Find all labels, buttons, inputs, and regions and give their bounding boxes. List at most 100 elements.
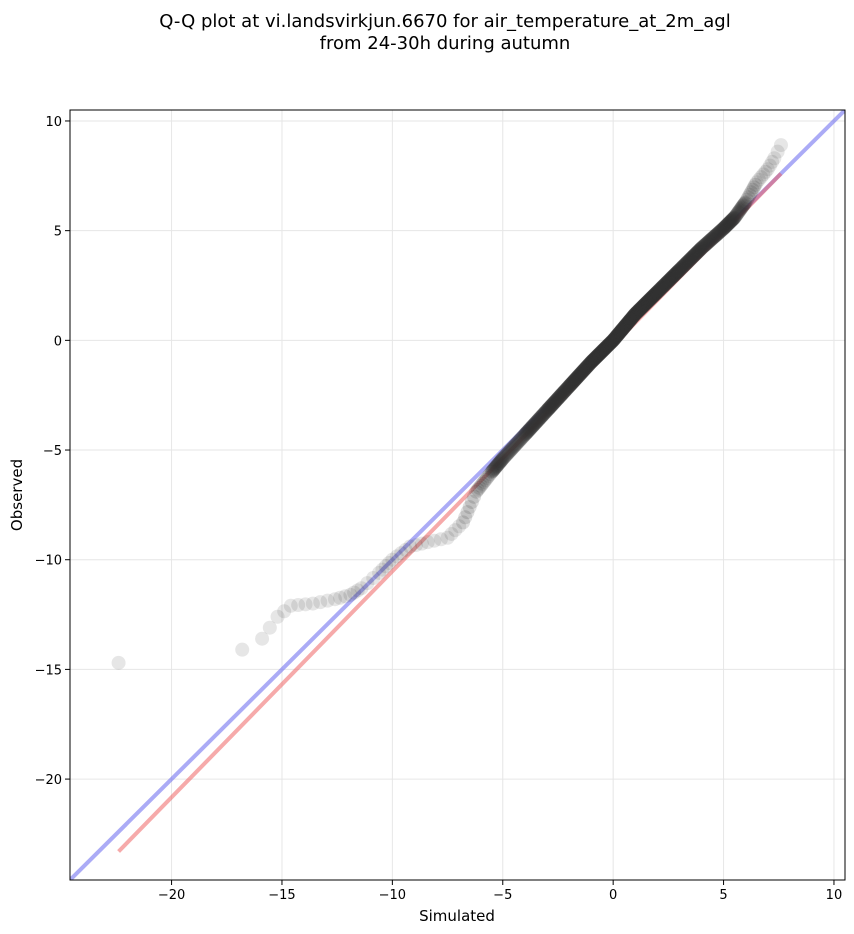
- data-point: [746, 180, 761, 195]
- data-point: [568, 372, 583, 387]
- data-point: [490, 457, 505, 472]
- data-point: [656, 278, 671, 293]
- data-point: [544, 398, 559, 413]
- data-point: [597, 342, 612, 357]
- data-point: [533, 410, 548, 425]
- data-point: [691, 244, 706, 259]
- data-point: [540, 403, 555, 418]
- data-point: [539, 403, 554, 418]
- data-point: [553, 389, 568, 404]
- data-point: [385, 552, 400, 567]
- data-point: [473, 478, 488, 493]
- data-point: [562, 379, 577, 394]
- data-point: [420, 535, 435, 550]
- data-point: [478, 472, 493, 487]
- data-point: [560, 380, 575, 395]
- data-point: [591, 347, 606, 362]
- data-point: [486, 462, 501, 477]
- data-points: [111, 138, 788, 670]
- data-point: [668, 267, 683, 282]
- data-point: [521, 424, 536, 439]
- y-axis-label: Observed: [8, 459, 26, 531]
- data-point: [607, 331, 622, 346]
- data-point: [571, 368, 586, 383]
- data-point: [734, 200, 749, 215]
- data-point: [602, 337, 617, 352]
- data-point: [530, 413, 545, 428]
- data-point: [481, 468, 496, 483]
- data-point: [517, 427, 532, 442]
- data-point: [492, 456, 507, 471]
- data-point: [366, 570, 381, 585]
- data-point: [717, 221, 732, 236]
- data-point: [577, 362, 592, 377]
- data-point: [724, 213, 739, 228]
- data-point: [629, 305, 644, 320]
- data-point: [612, 325, 627, 340]
- data-point: [669, 266, 684, 281]
- data-point: [528, 415, 543, 430]
- data-point: [615, 321, 630, 336]
- data-point: [609, 328, 624, 343]
- data-point: [574, 366, 589, 381]
- data-point: [595, 343, 610, 358]
- data-point: [546, 396, 561, 411]
- data-point: [715, 222, 730, 237]
- data-point: [594, 345, 609, 360]
- data-point: [648, 286, 663, 301]
- data-point: [609, 329, 624, 344]
- data-point: [507, 439, 522, 454]
- data-point: [495, 451, 510, 466]
- data-point: [631, 304, 646, 319]
- data-point: [724, 214, 739, 229]
- data-point: [584, 355, 599, 370]
- data-point: [291, 598, 306, 613]
- data-point: [625, 310, 640, 325]
- data-point: [638, 296, 653, 311]
- data-point: [654, 280, 669, 295]
- data-point: [504, 442, 519, 457]
- data-point: [652, 282, 667, 297]
- data-point: [645, 290, 660, 305]
- data-point: [613, 324, 628, 339]
- data-point: [721, 216, 736, 231]
- data-point: [499, 447, 514, 462]
- data-point: [672, 263, 687, 278]
- data-point: [490, 458, 505, 473]
- data-point: [462, 500, 477, 515]
- data-point: [574, 365, 589, 380]
- data-point: [723, 214, 738, 229]
- data-point: [593, 345, 608, 360]
- data-point: [640, 295, 655, 310]
- data-point: [550, 391, 565, 406]
- data-point: [611, 326, 626, 341]
- data-point: [562, 379, 577, 394]
- data-point: [642, 293, 657, 308]
- data-point: [360, 576, 375, 591]
- data-point: [569, 371, 584, 386]
- data-point: [644, 290, 659, 305]
- data-point: [622, 313, 637, 328]
- data-point: [595, 343, 610, 358]
- data-point: [703, 232, 718, 247]
- data-point: [579, 360, 594, 375]
- data-point: [688, 247, 703, 262]
- data-point: [610, 327, 625, 342]
- data-point: [559, 382, 574, 397]
- data-point: [694, 241, 709, 256]
- data-point: [663, 271, 678, 286]
- data-point: [522, 422, 537, 437]
- data-point: [635, 300, 650, 315]
- data-point: [532, 411, 547, 426]
- data-point: [552, 390, 567, 405]
- data-point: [658, 277, 673, 292]
- data-point: [620, 316, 635, 331]
- data-point: [767, 151, 782, 166]
- data-point: [526, 418, 541, 433]
- data-point: [493, 454, 508, 469]
- data-point: [566, 374, 581, 389]
- data-point: [577, 362, 592, 377]
- data-point: [491, 456, 506, 471]
- data-point: [587, 351, 602, 366]
- data-point: [760, 162, 775, 177]
